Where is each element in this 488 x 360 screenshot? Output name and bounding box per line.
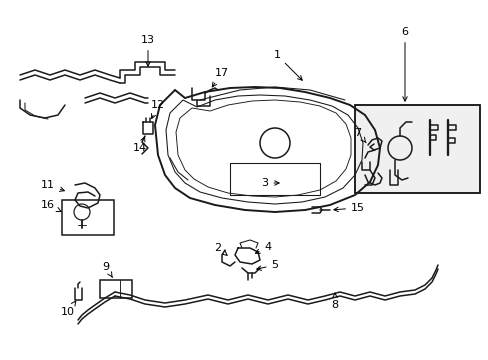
Text: 17: 17 (212, 68, 228, 87)
Text: 3: 3 (261, 178, 279, 188)
Text: 1: 1 (273, 50, 302, 80)
Text: 8: 8 (331, 293, 338, 310)
Text: 13: 13 (141, 35, 155, 66)
Text: 9: 9 (102, 262, 112, 277)
Bar (354, 105, 479, 193)
Text: 12: 12 (151, 100, 165, 118)
Text: 16: 16 (41, 200, 61, 212)
Text: 15: 15 (333, 203, 364, 213)
Text: 11: 11 (41, 180, 64, 192)
Text: 6: 6 (401, 27, 407, 101)
Text: 14: 14 (133, 137, 147, 153)
Bar (354, 105, 479, 193)
Text: 2: 2 (214, 243, 227, 255)
Text: 10: 10 (61, 301, 76, 317)
Text: 4: 4 (255, 242, 271, 253)
Bar (62, 200, 114, 235)
Bar (100, 280, 132, 298)
Text: 5: 5 (256, 260, 278, 270)
Text: 7: 7 (354, 128, 366, 143)
